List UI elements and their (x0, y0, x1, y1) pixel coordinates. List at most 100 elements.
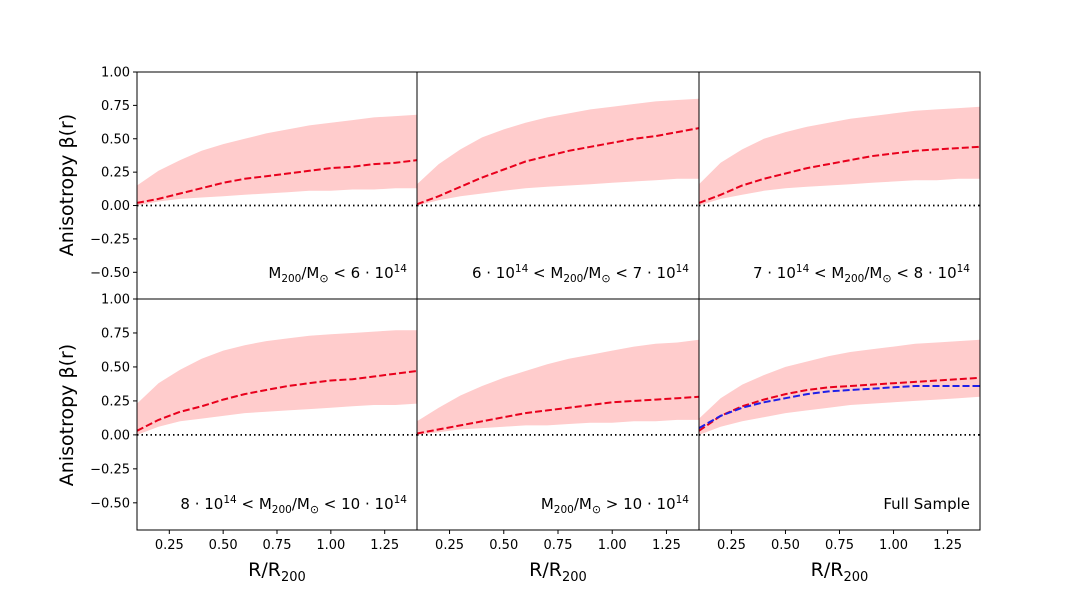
panel-label-part: 7 · 10 (753, 264, 796, 282)
confidence-band (137, 114, 417, 206)
y-tick-label: −0.25 (90, 462, 130, 477)
panel-label-part: < 10 · 10 (319, 495, 394, 513)
panel-1: −0.50 −0.25 0.00 0.25 0.50 0.75 1.00 M200/M⊙ < … (90, 66, 418, 300)
panel-label-part: 6 · 10 (472, 264, 515, 282)
y-tick-label: −0.50 (90, 496, 130, 511)
panel-4: −0.50 −0.25 0.00 0.25 0.50 0.75 1.00 0.25 0.50 0.… (90, 293, 418, 585)
panel-label-part: M (541, 495, 554, 513)
panel-label-part: 200 (563, 273, 583, 285)
x-axis-title-sub: 200 (562, 570, 587, 585)
panel-label-part: Full Sample (883, 495, 970, 513)
panel-label-part: /M (292, 495, 310, 513)
panel-label-part: /M (583, 264, 601, 282)
confidence-band (417, 98, 699, 206)
panel-label-part: ⊙ (592, 503, 601, 516)
x-tick-label: 0.25 (717, 538, 746, 553)
x-tick-label: 1.25 (933, 538, 962, 553)
model-fit-line (699, 385, 980, 429)
y-axis-title-top: Anisotropy β(r) (56, 114, 78, 256)
x-tick-label: 0.75 (825, 538, 854, 553)
panel-label-part: < 6 · 10 (329, 264, 394, 282)
x-tick-label: 0.50 (489, 538, 518, 553)
plot-area (417, 98, 699, 207)
y-tick-label: 0.50 (101, 360, 130, 375)
x-tick-label: 0.25 (435, 538, 464, 553)
panel-3: 7 · 1014 < M200/M⊙ < 8 · 1014 (698, 71, 981, 300)
panel-label: Full Sample (883, 495, 970, 513)
x-tick-label: 0.50 (771, 538, 800, 553)
y-tick-label: 0.00 (101, 428, 130, 443)
panel-label-part: ⊙ (319, 272, 328, 285)
x-tick-label: 0.25 (155, 538, 184, 553)
plot-area (699, 339, 980, 436)
panel-label: M200/M⊙ > 10 · 1014 (541, 494, 689, 516)
confidence-band (699, 106, 980, 206)
median-line (417, 395, 699, 435)
panel-label-part: ⊙ (882, 272, 891, 285)
panel-label-part: 14 (957, 263, 971, 275)
panel-6: 0.25 0.50 0.75 1.00 1.25 R/R200 Full Sample (698, 298, 981, 585)
x-axis-title-main: R/R (529, 559, 562, 581)
panel-label-part: 14 (676, 494, 690, 506)
median-line (137, 370, 417, 432)
y-tick-label: 0.25 (101, 166, 130, 181)
x-tick-label: 0.75 (263, 538, 292, 553)
y-axis-title-bottom: Anisotropy β(r) (56, 344, 78, 486)
panel-label-part: 200 (281, 273, 301, 285)
x-tick-label: 1.00 (879, 538, 908, 553)
panel-label-part: /M (574, 495, 592, 513)
panel-2: 6 · 1014 < M200/M⊙ < 7 · 1014 (416, 71, 700, 300)
x-axis-title-main: R/R (811, 559, 844, 581)
panel-label-part: 14 (394, 263, 408, 275)
x-tick-label: 1.25 (652, 538, 681, 553)
x-axis-title: R/R200 (248, 559, 306, 585)
median-line (699, 376, 980, 432)
panel-label-part: > 10 · 10 (601, 495, 676, 513)
median-line (137, 159, 417, 204)
y-tick-label: 0.75 (101, 99, 130, 114)
panel-label-part: 200 (554, 504, 574, 516)
y-tick-label: 0.00 (101, 199, 130, 214)
median-line (417, 127, 699, 206)
panel-label-part: < 8 · 10 (892, 264, 957, 282)
plot-area (137, 330, 417, 436)
plot-area (699, 106, 980, 207)
panel-label-part: /M (301, 264, 319, 282)
panel-label-part: 14 (796, 263, 810, 275)
x-tick-label: 1.00 (316, 538, 345, 553)
panel-label-part: < M (809, 264, 844, 282)
confidence-band (417, 339, 699, 435)
x-axis-title: R/R200 (811, 559, 869, 585)
panel-label-part: < M (237, 495, 272, 513)
x-axis-title-sub: 200 (843, 570, 868, 585)
panel-label: 7 · 1014 < M200/M⊙ < 8 · 1014 (753, 263, 970, 285)
x-tick-label: 0.50 (209, 538, 238, 553)
x-axis-title-sub: 200 (281, 570, 306, 585)
panel-label-part: < 7 · 10 (611, 264, 676, 282)
panel-label-part: 14 (223, 494, 237, 506)
x-tick-label: 1.00 (598, 538, 627, 553)
confidence-band (137, 330, 417, 435)
plot-area (417, 339, 699, 436)
panel-label-part: M (268, 264, 281, 282)
y-tick-label: 0.50 (101, 132, 130, 147)
panel-label-part: 8 · 10 (180, 495, 223, 513)
panel-label-part: 14 (394, 494, 408, 506)
median-line (699, 145, 980, 204)
y-tick-label: 0.75 (101, 326, 130, 341)
panel-label-part: < M (528, 264, 563, 282)
panel-label-part: /M (864, 264, 882, 282)
x-axis-title-main: R/R (248, 559, 281, 581)
y-tick-label: 1.00 (101, 66, 130, 81)
panel-label: 8 · 1014 < M200/M⊙ < 10 · 1014 (180, 494, 407, 516)
panel-label: M200/M⊙ < 6 · 1014 (268, 263, 407, 285)
y-tick-label: −0.25 (90, 232, 130, 247)
y-tick-label: 0.25 (101, 394, 130, 409)
x-axis-title: R/R200 (529, 559, 587, 585)
panel-label-part: ⊙ (310, 503, 319, 516)
panel-label-part: 14 (515, 263, 529, 275)
y-tick-label: −0.50 (90, 266, 130, 281)
confidence-band (699, 339, 980, 435)
